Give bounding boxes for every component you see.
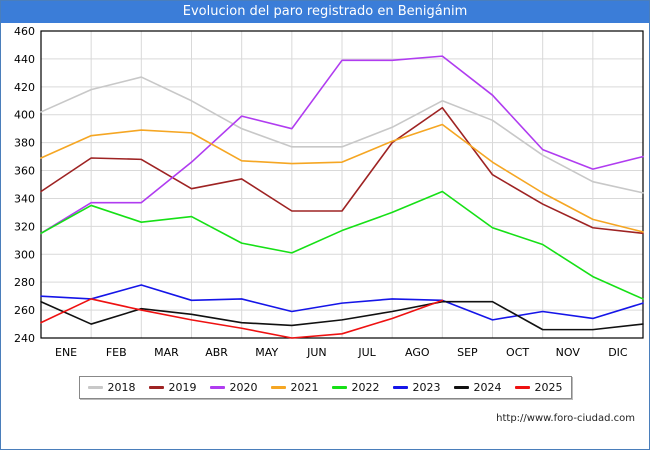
series-line-2021 [40, 123, 644, 233]
legend-swatch-icon [331, 386, 347, 389]
series-line-2023 [40, 284, 644, 321]
series-line-2022 [40, 190, 644, 300]
chart-plot-area: 240 260 280 300 320 340 360 380 400 420 440 460 ENE… [1, 23, 649, 373]
series-line-2018 [40, 76, 644, 194]
legend-item-2023[interactable]: 2023 [392, 381, 441, 394]
x-axis-label-DIC: DIC [608, 346, 628, 359]
vertical-gridlines [90, 31, 594, 338]
y-axis-label-360: 360 [14, 165, 35, 178]
data-series-group [40, 55, 644, 339]
y-axis-label-320: 320 [14, 220, 35, 233]
legend-swatch-icon [270, 386, 286, 389]
y-axis-label-420: 420 [14, 81, 35, 94]
y-axis-label-380: 380 [14, 137, 35, 150]
page-title: Evolucion del paro registrado en Benigán… [182, 4, 468, 19]
legend-item-label: 2024 [473, 381, 502, 394]
y-axis-label-280: 280 [14, 276, 35, 289]
y-axis-label-440: 440 [14, 53, 35, 66]
y-axis-tick-labels: 240 260 280 300 320 340 360 380 400 420 440 460 [14, 25, 35, 345]
legend-swatch-icon [148, 386, 164, 389]
series-line-2024 [40, 300, 644, 331]
x-axis-label-OCT: OCT [506, 346, 529, 359]
y-axis-label-340: 340 [14, 192, 35, 205]
legend-item-2022[interactable]: 2022 [331, 381, 380, 394]
legend-item-2021[interactable]: 2021 [270, 381, 319, 394]
legend-item-2019[interactable]: 2019 [148, 381, 197, 394]
legend-item-label: 2018 [107, 381, 136, 394]
chart-legend: 2018 2019 2020 2021 2022 2023 2024 2025 [78, 376, 572, 399]
x-axis-label-ENE: ENE [55, 346, 77, 359]
y-axis-label-300: 300 [14, 248, 35, 261]
legend-swatch-icon [209, 386, 225, 389]
y-axis-label-240: 240 [14, 332, 35, 345]
x-axis-label-MAR: MAR [154, 346, 179, 359]
legend-item-label: 2019 [168, 381, 197, 394]
window-title-bar: Evolucion del paro registrado en Benigán… [1, 1, 649, 23]
legend-swatch-icon [453, 386, 469, 389]
legend-item-label: 2025 [534, 381, 563, 394]
y-axis-label-400: 400 [14, 109, 35, 122]
x-axis-label-SEP: SEP [457, 346, 478, 359]
x-axis-label-JUN: JUN [306, 346, 327, 359]
legend-item-2025[interactable]: 2025 [514, 381, 563, 394]
series-line-2020 [40, 55, 644, 235]
legend-item-2024[interactable]: 2024 [453, 381, 502, 394]
source-url: http://www.foro-ciudad.com [496, 413, 635, 424]
line-chart: 240 260 280 300 320 340 360 380 400 420 440 460 ENE… [14, 25, 644, 359]
legend-item-label: 2021 [290, 381, 319, 394]
x-axis-label-JUL: JUL [357, 346, 376, 359]
legend-item-label: 2023 [412, 381, 441, 394]
x-axis-label-AGO: AGO [405, 346, 430, 359]
x-axis-tick-labels: ENE FEB MAR ABR MAY JUN JUL AGO SEP OCT NOV DIC [55, 346, 628, 359]
legend-item-label: 2022 [351, 381, 380, 394]
plot-frame [40, 30, 644, 339]
series-line-2025 [40, 298, 444, 339]
x-axis-label-FEB: FEB [106, 346, 127, 359]
legend-swatch-icon [392, 386, 408, 389]
legend-container: 2018 2019 2020 2021 2022 2023 2024 2025 [1, 376, 649, 408]
x-axis-label-NOV: NOV [556, 346, 581, 359]
legend-swatch-icon [514, 386, 530, 389]
x-axis-label-ABR: ABR [205, 346, 228, 359]
legend-item-2018[interactable]: 2018 [87, 381, 136, 394]
legend-item-label: 2020 [229, 381, 258, 394]
legend-swatch-icon [87, 386, 103, 389]
series-line-2019 [40, 106, 644, 235]
x-axis-label-MAY: MAY [255, 346, 278, 359]
legend-item-2020[interactable]: 2020 [209, 381, 258, 394]
y-axis-label-260: 260 [14, 304, 35, 317]
y-axis-label-460: 460 [14, 25, 35, 38]
